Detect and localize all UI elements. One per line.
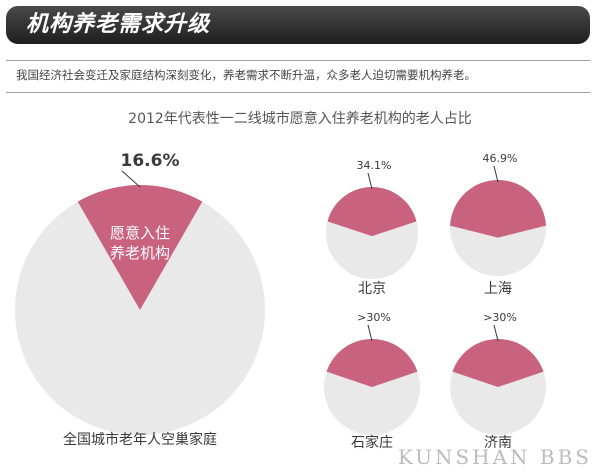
pie-shijiazhuang-leader	[367, 324, 373, 342]
pie-shanghai-label: 上海	[484, 281, 512, 297]
pie-national-label: 全国城市老年人空巢家庭	[63, 431, 217, 448]
pie-national-value: 16.6%	[121, 151, 180, 171]
pie-beijing-slice	[327, 187, 417, 237]
divider-bottom	[6, 92, 590, 93]
pie-shanghai-leader	[493, 165, 499, 183]
header-banner: 机构养老需求升级	[6, 6, 590, 44]
pie-national-leader	[121, 170, 141, 188]
pie-beijing-label: 北京	[358, 281, 386, 297]
divider-top	[6, 60, 590, 61]
page-title: 机构养老需求升级	[26, 12, 211, 37]
pie-national-slice-label-0: 愿意入住	[110, 224, 170, 242]
pie-shijiazhuang-value: >30%	[357, 311, 391, 324]
chart-title: 2012年代表性一二线城市愿意入住养老机构的老人占比	[128, 111, 472, 127]
pie-shanghai-value: 46.9%	[483, 152, 518, 165]
pie-shijiazhuang-label: 石家庄	[351, 434, 393, 451]
pie-shijiazhuang-slice	[326, 339, 418, 388]
watermark-text: KUNSHAN BBS	[397, 445, 592, 469]
pie-jinan-value: >30%	[483, 311, 517, 324]
pie-jinan-leader	[493, 324, 499, 342]
pie-jinan-slice	[452, 339, 544, 388]
intro-text: 我国经济社会变迁及家庭结构深刻变化，养老需求不断升温，众多老人迫切需要机构养老。	[16, 68, 476, 82]
pie-jinan-label: 济南	[484, 435, 512, 451]
pie-beijing-value: 34.1%	[357, 159, 392, 172]
pie-national-slice-label-1: 养老机构	[110, 244, 170, 262]
pie-national-slice	[77, 185, 203, 310]
pie-beijing-leader	[367, 172, 373, 190]
pie-shanghai-slice	[450, 180, 546, 238]
